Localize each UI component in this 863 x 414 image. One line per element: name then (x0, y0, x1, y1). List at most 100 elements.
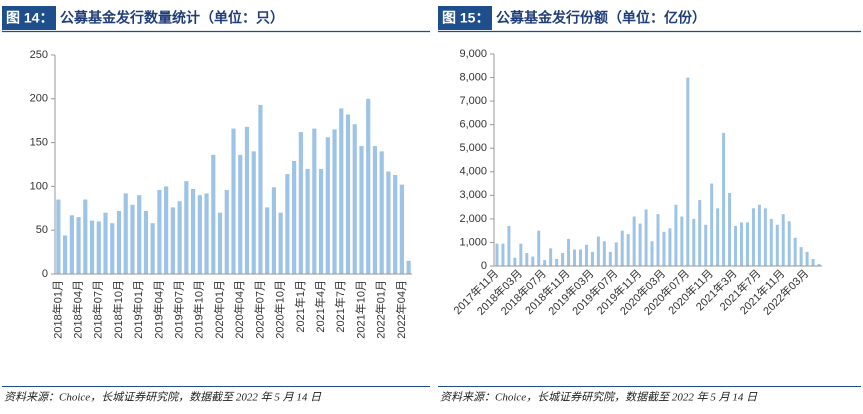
bar (692, 218, 696, 266)
bar (525, 253, 529, 266)
bar (298, 132, 303, 274)
bar (519, 243, 523, 266)
bar (567, 238, 571, 266)
bar (680, 216, 684, 266)
bar (224, 189, 229, 274)
bar (103, 212, 108, 274)
bar (217, 212, 223, 274)
bar (271, 187, 277, 274)
bar (238, 154, 243, 274)
bar (76, 217, 81, 274)
bar (543, 260, 547, 266)
bar (710, 183, 714, 266)
x-tick-label: 2019年01月 (131, 280, 145, 339)
bar (345, 114, 351, 275)
bar (722, 132, 726, 266)
bar (339, 108, 344, 274)
bar (531, 256, 535, 266)
bar (265, 207, 270, 274)
x-tick-label: 2018年07月 (91, 280, 105, 339)
figure-label: 图 14： (6, 10, 53, 26)
x-tick-label: 2021年1月 (293, 280, 307, 333)
x-tick-label: 2020年01月 (212, 280, 226, 339)
y-tick-label: 8,000 (459, 71, 487, 83)
bar (573, 249, 576, 266)
source-note: 资料来源：Choice，长城证券研究院，数据截至 2022 年 5 月 14 日 (440, 391, 758, 404)
bar (716, 208, 720, 266)
bar (650, 241, 654, 266)
y-tick-label: 6,000 (459, 119, 487, 131)
bar (89, 220, 95, 274)
bar (656, 214, 660, 266)
bar (110, 223, 115, 274)
bar (745, 222, 749, 266)
bar (190, 189, 196, 274)
bar (751, 208, 755, 266)
bar (372, 146, 378, 274)
bar (513, 257, 517, 266)
bar (662, 231, 666, 266)
x-tick-label: 2019年04月 (151, 280, 165, 339)
bar (584, 244, 588, 266)
bar (366, 98, 371, 274)
bar (325, 137, 330, 274)
x-tick-label: 2018年10月 (111, 280, 125, 339)
x-tick-label: 2020年10月 (273, 280, 287, 339)
bar (332, 129, 337, 274)
x-tick-label: 2021年7月 (333, 280, 347, 333)
bar (170, 207, 175, 274)
bar (507, 225, 511, 266)
x-tick-label: 2019年07月 (172, 280, 186, 339)
bar (150, 223, 155, 274)
bar (674, 204, 678, 266)
bar (793, 237, 797, 266)
bar (305, 168, 310, 274)
bar (698, 200, 702, 266)
bar (399, 184, 404, 274)
bar (608, 251, 612, 266)
bar (63, 235, 68, 274)
bar (632, 216, 636, 266)
bar (704, 224, 708, 266)
figure-label-box (438, 6, 492, 30)
y-tick-label: 200 (30, 93, 48, 105)
bar (763, 208, 767, 266)
bar (757, 204, 761, 266)
bar (602, 241, 606, 266)
bar (359, 146, 364, 274)
bar (204, 193, 209, 274)
bar (352, 124, 357, 274)
bar (805, 251, 809, 266)
x-tick-label: 2018年04月 (70, 280, 84, 339)
bar (775, 224, 779, 266)
x-tick-label: 2020年07月 (252, 280, 266, 339)
bar (177, 201, 182, 274)
bar (668, 228, 672, 266)
bar (164, 186, 169, 274)
bar (549, 248, 553, 266)
x-tick-label: 2022年04月 (394, 280, 408, 339)
bar (197, 195, 202, 274)
y-tick-label: 4,000 (459, 166, 487, 178)
bar (686, 77, 690, 266)
bar (130, 204, 135, 274)
figure-title: 公募基金发行份额（单位：亿份） (496, 10, 706, 26)
bar (781, 214, 785, 266)
x-tick-label: 2021年4月 (313, 280, 327, 333)
bar (811, 258, 815, 266)
bar (495, 243, 499, 266)
x-tick-label: 2018年01月 (50, 280, 64, 339)
x-tick-label: 2022年01月 (374, 280, 388, 339)
figure-title: 公募基金发行数量统计（单位：只） (60, 10, 284, 26)
bar (278, 212, 283, 274)
bar (379, 151, 384, 274)
y-tick-label: 3,000 (459, 189, 487, 201)
bar (258, 104, 263, 274)
bar (620, 230, 624, 266)
y-tick-label: 0 (42, 268, 48, 280)
bar (143, 210, 149, 274)
x-tick-label: 2019年10月 (192, 280, 206, 339)
bar (734, 225, 738, 266)
bar (69, 215, 74, 274)
bar (638, 223, 642, 266)
